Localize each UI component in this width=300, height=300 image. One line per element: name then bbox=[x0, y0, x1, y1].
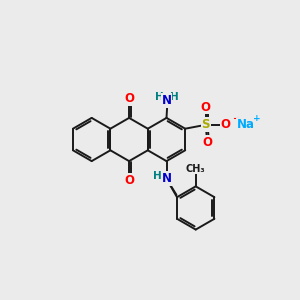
Text: CH₃: CH₃ bbox=[186, 164, 206, 174]
Text: H: H bbox=[169, 92, 178, 102]
Text: −: − bbox=[232, 114, 239, 123]
Text: O: O bbox=[202, 136, 212, 149]
Text: +: + bbox=[253, 114, 261, 123]
Text: O: O bbox=[124, 92, 134, 105]
Text: O: O bbox=[201, 100, 211, 114]
Text: H: H bbox=[154, 92, 164, 102]
Text: O: O bbox=[221, 118, 231, 131]
Text: O: O bbox=[124, 174, 134, 187]
Text: Na: Na bbox=[237, 118, 255, 131]
Text: N: N bbox=[161, 94, 172, 107]
Text: H: H bbox=[153, 171, 162, 181]
Text: N: N bbox=[161, 172, 172, 185]
Text: S: S bbox=[202, 118, 210, 131]
